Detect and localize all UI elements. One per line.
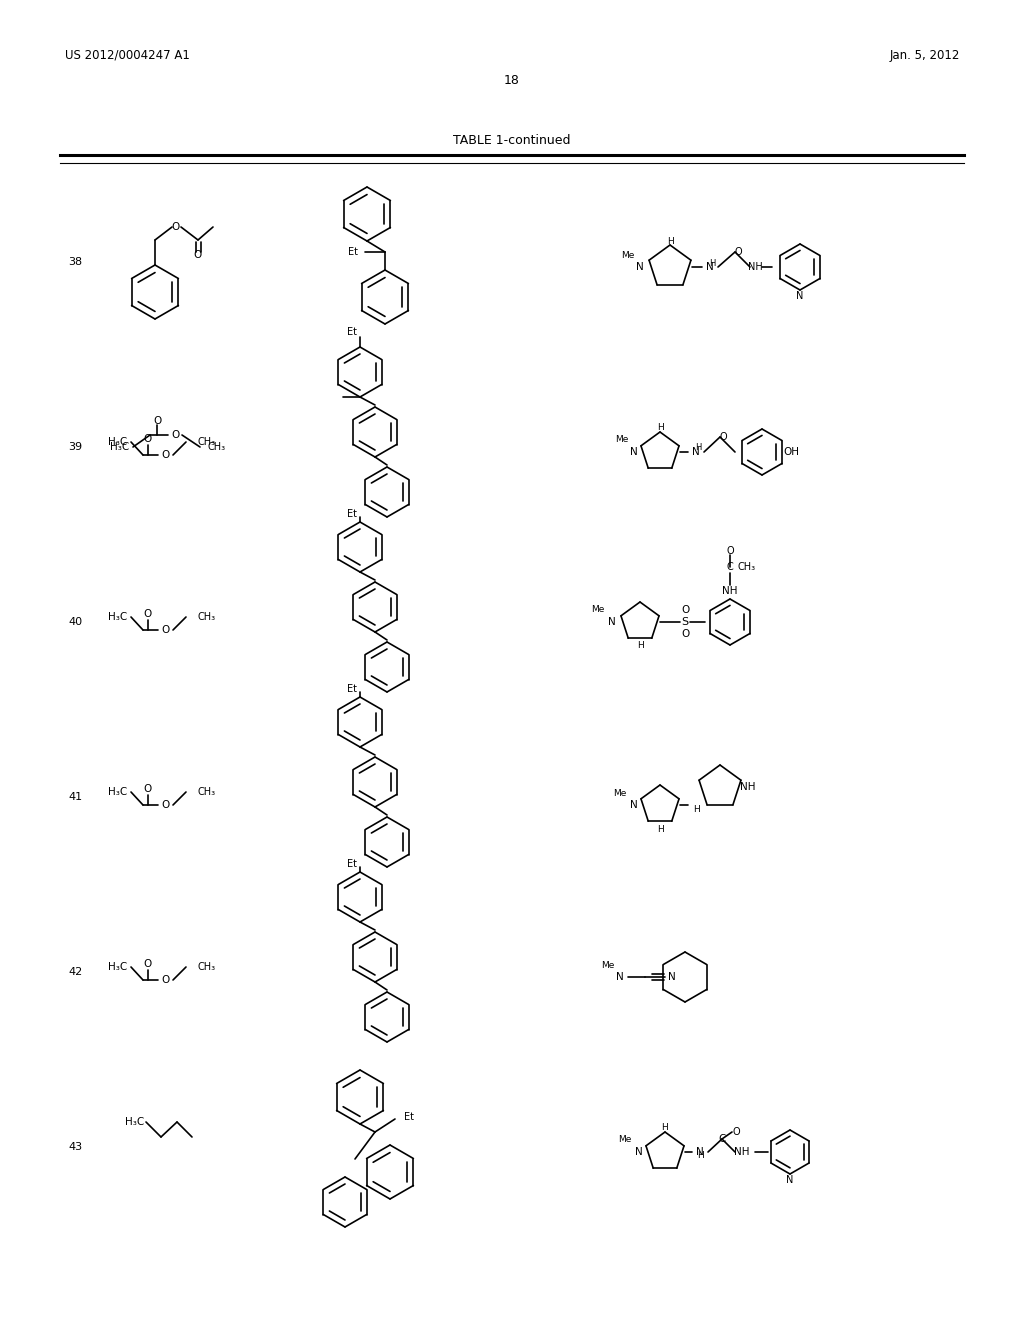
Text: OH: OH [783,447,799,457]
Text: Me: Me [622,251,635,260]
Text: TABLE 1-continued: TABLE 1-continued [454,133,570,147]
Text: Me: Me [613,788,627,797]
Text: H₃C: H₃C [108,962,127,972]
Text: O: O [194,249,202,260]
Text: 43: 43 [68,1142,82,1152]
Text: Me: Me [618,1135,632,1144]
Text: NH: NH [740,781,756,792]
Text: O: O [719,432,727,442]
Text: US 2012/0004247 A1: US 2012/0004247 A1 [65,49,189,62]
Text: O: O [162,450,170,459]
Text: O: O [162,975,170,985]
Text: N: N [608,616,615,627]
Text: N: N [707,261,714,272]
Text: O: O [172,222,180,232]
Text: N: N [630,447,638,457]
Text: H₃C: H₃C [108,612,127,622]
Text: O: O [162,624,170,635]
Text: O: O [144,784,153,795]
Text: O: O [726,546,734,556]
Text: Me: Me [601,961,614,969]
Text: Et: Et [347,859,357,869]
Text: C: C [727,562,733,572]
Text: H: H [692,804,699,813]
Text: Et: Et [404,1111,414,1122]
Text: N: N [797,290,804,301]
Text: CH₃: CH₃ [208,442,226,451]
Text: 40: 40 [68,616,82,627]
Text: H₃C: H₃C [108,787,127,797]
Text: Et: Et [348,247,358,257]
Text: O: O [144,960,153,969]
Text: O: O [162,800,170,810]
Text: Et: Et [347,684,357,694]
Text: N: N [635,1147,643,1158]
Text: O: O [153,416,161,426]
Text: O: O [144,434,153,444]
Text: H: H [695,442,701,451]
Text: H: H [696,1151,703,1160]
Text: H₃C: H₃C [125,1117,144,1127]
Text: O: O [734,247,741,257]
Text: CH₃: CH₃ [198,962,216,972]
Text: S: S [681,616,688,627]
Text: 42: 42 [68,968,82,977]
Text: 18: 18 [504,74,520,87]
Text: Et: Et [347,510,357,519]
Text: H: H [637,642,643,651]
Text: O: O [171,430,179,440]
Text: CH₃: CH₃ [198,437,216,447]
Text: 38: 38 [68,257,82,267]
Text: H₃C: H₃C [110,442,129,451]
Text: H: H [709,259,715,268]
Text: N: N [630,800,638,810]
Text: N: N [668,972,676,982]
Text: Me: Me [615,436,629,445]
Text: NH: NH [734,1147,750,1158]
Text: Et: Et [347,327,357,337]
Text: O: O [681,630,689,639]
Text: C: C [718,1134,726,1144]
Text: Jan. 5, 2012: Jan. 5, 2012 [890,49,961,62]
Text: N: N [692,447,699,457]
Text: CH₃: CH₃ [198,612,216,622]
Text: O: O [732,1127,739,1137]
Text: N: N [696,1147,703,1158]
Text: H: H [656,825,664,833]
Text: H₃C: H₃C [108,437,127,447]
Text: 41: 41 [68,792,82,803]
Text: CH₃: CH₃ [198,787,216,797]
Text: NH: NH [748,261,763,272]
Text: H: H [667,236,674,246]
Text: O: O [144,609,153,619]
Text: N: N [636,261,644,272]
Text: O: O [681,605,689,615]
Text: N: N [786,1175,794,1185]
Text: 39: 39 [68,442,82,451]
Text: Me: Me [591,606,605,615]
Text: H: H [656,424,664,433]
Text: H: H [662,1123,669,1133]
Text: N: N [616,972,624,982]
Text: NH: NH [722,586,737,597]
Text: CH₃: CH₃ [738,562,756,572]
